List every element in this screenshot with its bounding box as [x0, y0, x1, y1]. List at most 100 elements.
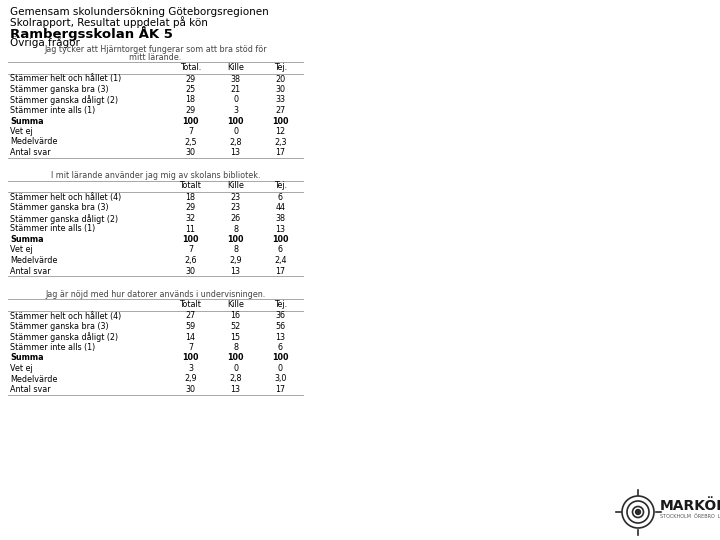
Text: 16: 16 [230, 312, 240, 321]
Text: Rambergsskolan ÅK 5: Rambergsskolan ÅK 5 [10, 26, 173, 41]
Text: 27: 27 [185, 312, 196, 321]
Text: 3: 3 [233, 106, 238, 115]
Text: 2,9: 2,9 [229, 256, 242, 265]
Text: mitt lärande.: mitt lärande. [130, 53, 181, 62]
Text: 13: 13 [276, 225, 286, 233]
Text: 3,0: 3,0 [274, 375, 287, 383]
Text: 36: 36 [276, 312, 286, 321]
Text: 17: 17 [276, 267, 286, 275]
Text: Tej.: Tej. [274, 181, 287, 191]
Text: 100: 100 [272, 117, 289, 125]
Text: Jag tycker att Hjärntorget fungerar som att bra stöd för: Jag tycker att Hjärntorget fungerar som … [44, 45, 267, 54]
Text: Stämmer helt och hållet (4): Stämmer helt och hållet (4) [10, 193, 121, 202]
Text: 21: 21 [230, 85, 240, 94]
Text: 0: 0 [233, 96, 238, 105]
Text: 38: 38 [276, 214, 286, 223]
Text: Vet ej: Vet ej [10, 127, 32, 136]
Text: 23: 23 [230, 204, 240, 213]
Text: 100: 100 [182, 354, 199, 362]
Text: Totalt: Totalt [179, 181, 202, 191]
Text: Antal svar: Antal svar [10, 148, 50, 157]
Text: 56: 56 [276, 322, 286, 331]
Text: Gemensam skolundersökning Göteborgsregionen: Gemensam skolundersökning Göteborgsregio… [10, 7, 269, 17]
Text: Kille: Kille [227, 300, 244, 309]
Text: 6: 6 [278, 246, 283, 254]
Text: Stämmer ganska bra (3): Stämmer ganska bra (3) [10, 204, 109, 213]
Text: 2,3: 2,3 [274, 138, 287, 146]
Text: 0: 0 [233, 127, 238, 136]
Text: 100: 100 [228, 117, 244, 125]
Text: Stämmer ganska bra (3): Stämmer ganska bra (3) [10, 322, 109, 331]
Text: 100: 100 [228, 354, 244, 362]
Text: Medelvärde: Medelvärde [10, 375, 58, 383]
Text: 2,8: 2,8 [229, 138, 242, 146]
Text: MARKÖR: MARKÖR [660, 499, 720, 513]
Text: 30: 30 [186, 148, 196, 157]
Text: 11: 11 [186, 225, 196, 233]
Text: 100: 100 [272, 354, 289, 362]
Text: Övriga frågor: Övriga frågor [10, 36, 80, 48]
Text: Kille: Kille [227, 63, 244, 72]
Text: Vet ej: Vet ej [10, 246, 32, 254]
Text: 44: 44 [276, 204, 286, 213]
Text: 38: 38 [230, 75, 240, 84]
Text: Summa: Summa [10, 235, 44, 244]
Text: Total.: Total. [180, 63, 201, 72]
Text: Tej.: Tej. [274, 300, 287, 309]
Text: 18: 18 [186, 96, 196, 105]
Text: Skolrapport, Resultat uppdelat på kön: Skolrapport, Resultat uppdelat på kön [10, 16, 208, 28]
Text: 2,9: 2,9 [184, 375, 197, 383]
Text: 30: 30 [186, 267, 196, 275]
Text: 0: 0 [233, 364, 238, 373]
Text: 13: 13 [230, 267, 240, 275]
Text: 30: 30 [186, 385, 196, 394]
Text: 12: 12 [276, 127, 286, 136]
Text: Totalt: Totalt [179, 300, 202, 309]
Text: 29: 29 [185, 106, 196, 115]
Text: 32: 32 [186, 214, 196, 223]
Text: Summa: Summa [10, 117, 44, 125]
Text: 100: 100 [272, 235, 289, 244]
Text: 26: 26 [230, 214, 240, 223]
Text: Jag är nöjd med hur datorer används i undervisningen.: Jag är nöjd med hur datorer används i un… [45, 290, 266, 299]
Circle shape [636, 510, 641, 515]
Text: 14: 14 [186, 333, 196, 341]
Text: 17: 17 [276, 148, 286, 157]
Text: 8: 8 [233, 343, 238, 352]
Text: 17: 17 [276, 385, 286, 394]
Text: 23: 23 [230, 193, 240, 202]
Text: Stämmer helt och hållet (4): Stämmer helt och hållet (4) [10, 312, 121, 321]
Text: STOCKHOLM  ÖREBRO  LYCKSELE: STOCKHOLM ÖREBRO LYCKSELE [660, 515, 720, 519]
Text: Kille: Kille [227, 181, 244, 191]
Text: Vet ej: Vet ej [10, 364, 32, 373]
Text: Stämmer ganska dåligt (2): Stämmer ganska dåligt (2) [10, 214, 118, 224]
Text: 15: 15 [230, 333, 240, 341]
Text: 7: 7 [188, 343, 193, 352]
Text: 13: 13 [230, 148, 240, 157]
Text: Stämmer inte alls (1): Stämmer inte alls (1) [10, 225, 95, 233]
Text: 8: 8 [233, 225, 238, 233]
Text: Stämmer helt och hållet (1): Stämmer helt och hållet (1) [10, 75, 121, 84]
Text: 7: 7 [188, 127, 193, 136]
Text: 2,4: 2,4 [274, 256, 287, 265]
Text: 18: 18 [186, 193, 196, 202]
Text: 29: 29 [185, 75, 196, 84]
Text: 100: 100 [228, 235, 244, 244]
Text: 33: 33 [276, 96, 286, 105]
Text: Medelvärde: Medelvärde [10, 138, 58, 146]
Text: 2,5: 2,5 [184, 138, 197, 146]
Text: 6: 6 [278, 193, 283, 202]
Text: 59: 59 [185, 322, 196, 331]
Text: 8: 8 [233, 246, 238, 254]
Text: 52: 52 [230, 322, 240, 331]
Text: 100: 100 [182, 235, 199, 244]
Text: Stämmer ganska dåligt (2): Stämmer ganska dåligt (2) [10, 96, 118, 105]
Text: Stämmer ganska bra (3): Stämmer ganska bra (3) [10, 85, 109, 94]
Text: Summa: Summa [10, 354, 44, 362]
Text: 25: 25 [185, 85, 196, 94]
Text: Tej.: Tej. [274, 63, 287, 72]
Text: Medelvärde: Medelvärde [10, 256, 58, 265]
Text: Antal svar: Antal svar [10, 385, 50, 394]
Text: 7: 7 [188, 246, 193, 254]
Text: 20: 20 [276, 75, 286, 84]
